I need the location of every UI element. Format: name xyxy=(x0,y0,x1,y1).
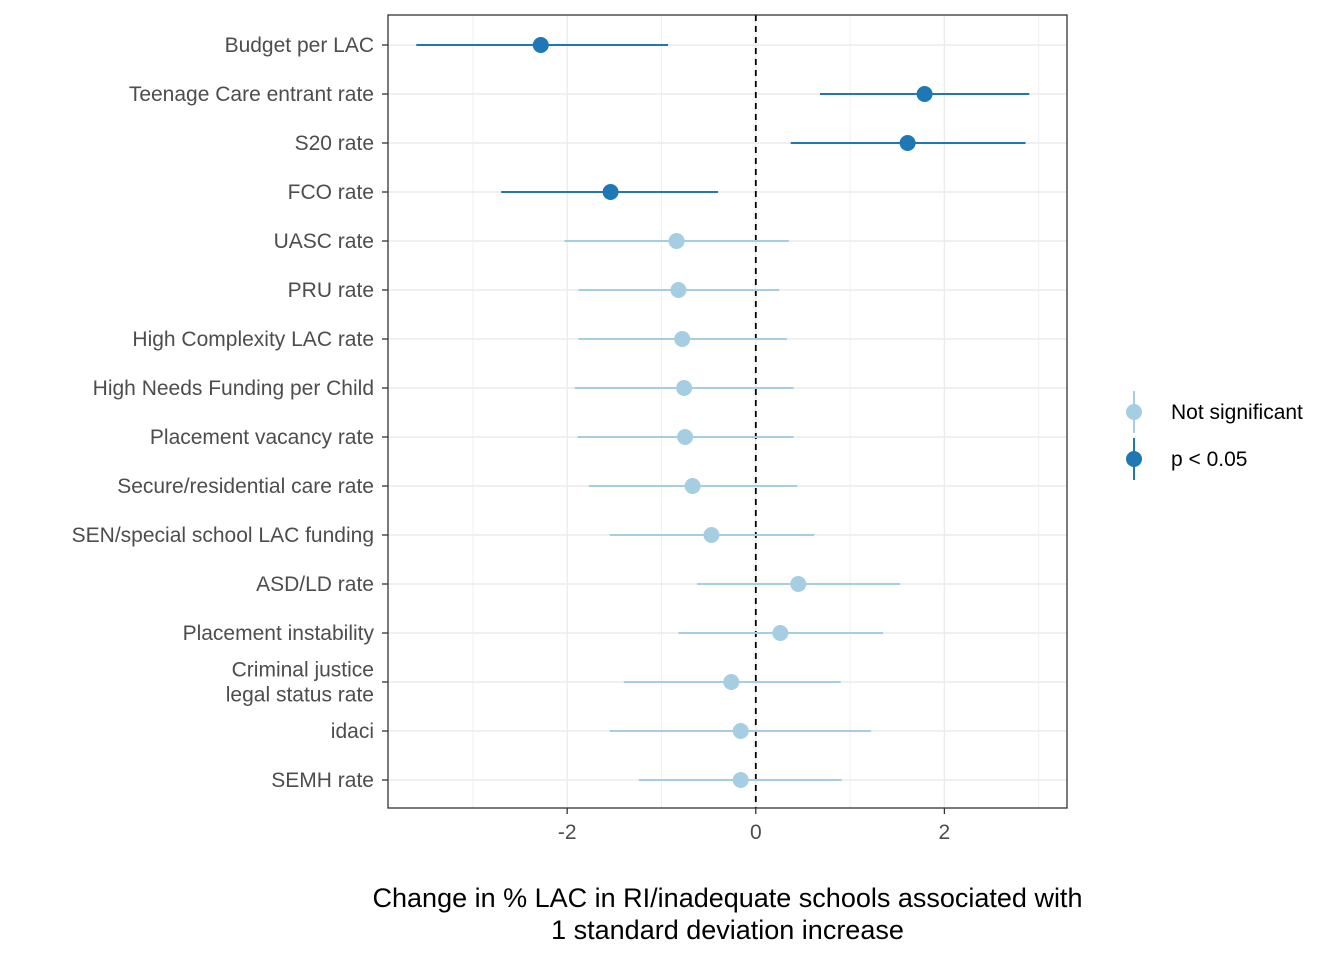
x-axis-title-line: 1 standard deviation increase xyxy=(551,915,904,945)
point-estimate xyxy=(703,527,720,543)
legend-point xyxy=(1126,451,1142,467)
y-tick-label-line: PRU rate xyxy=(288,279,374,302)
point-estimate xyxy=(670,282,687,298)
legend: Not significant p < 0.05 xyxy=(1126,391,1303,480)
point-estimate xyxy=(916,86,933,102)
y-tick-label-line: UASC rate xyxy=(274,230,374,253)
y-axis: Budget per LAC Teenage Care entrant rate S… xyxy=(72,34,388,792)
x-tick-label: 0 xyxy=(750,821,762,844)
point-estimate xyxy=(899,135,916,151)
point-estimate xyxy=(790,576,807,592)
y-tick-label: PRU rate xyxy=(288,279,374,302)
point-estimate xyxy=(772,625,789,641)
point-estimate xyxy=(532,37,549,53)
x-tick-label: -2 xyxy=(558,821,577,844)
y-tick-label: idaci xyxy=(331,720,374,743)
y-tick-label-line: S20 rate xyxy=(295,132,374,155)
y-tick-label: SEN/special school LAC funding xyxy=(72,524,374,547)
x-axis-title-line: Change in % LAC in RI/inadequate schools… xyxy=(373,883,1083,913)
point-estimate xyxy=(732,723,749,739)
x-axis-title: Change in % LAC in RI/inadequate schools… xyxy=(373,883,1083,945)
y-tick-label: Criminal justice legal status rate xyxy=(226,659,374,707)
panel-border xyxy=(387,14,1068,809)
y-tick-label: UASC rate xyxy=(274,230,374,253)
legend-key-sig xyxy=(1126,438,1142,480)
y-tick-label-line: Secure/residential care rate xyxy=(117,475,374,498)
y-tick-label-line: Budget per LAC xyxy=(225,34,374,57)
y-tick-label-line: High Complexity LAC rate xyxy=(132,328,374,351)
legend-label: p < 0.05 xyxy=(1171,448,1247,471)
y-tick-label-line: High Needs Funding per Child xyxy=(93,377,374,400)
point-estimate xyxy=(676,380,693,396)
y-tick-label-line: Placement vacancy rate xyxy=(150,426,374,449)
y-tick-label: Secure/residential care rate xyxy=(117,475,374,498)
y-tick-label: Placement vacancy rate xyxy=(150,426,374,449)
x-tick-label: 2 xyxy=(939,821,951,844)
point-estimate xyxy=(732,772,749,788)
y-tick-label: SEMH rate xyxy=(271,769,374,792)
minor-gridlines xyxy=(472,15,1040,808)
x-axis-title-text: Change in % LAC in RI/inadequate schools… xyxy=(373,883,1083,945)
legend-key-ns xyxy=(1126,391,1142,433)
point-estimate xyxy=(668,233,685,249)
y-tick-label-line: idaci xyxy=(331,720,374,743)
x-axis: -2 0 2 xyxy=(558,808,950,844)
y-tick-label-line: Criminal justice xyxy=(232,659,374,682)
point-estimate xyxy=(684,478,701,494)
y-tick-label-line: SEN/special school LAC funding xyxy=(72,524,374,547)
point-estimate xyxy=(674,331,691,347)
point-estimate xyxy=(677,429,694,445)
y-tick-label-line: Placement instability xyxy=(183,622,375,645)
estimate-marks xyxy=(416,37,1030,788)
y-tick-label: FCO rate xyxy=(288,181,374,204)
y-tick-label-line: SEMH rate xyxy=(271,769,374,792)
y-tick-label-line: ASD/LD rate xyxy=(256,573,374,596)
legend-point xyxy=(1126,404,1142,420)
y-tick-label-line: FCO rate xyxy=(288,181,374,204)
y-tick-label-line: Teenage Care entrant rate xyxy=(129,83,374,106)
y-tick-label: Budget per LAC xyxy=(225,34,374,57)
y-tick-label: S20 rate xyxy=(295,132,374,155)
y-tick-label: Placement instability xyxy=(183,622,375,645)
point-estimate xyxy=(602,184,619,200)
y-tick-label: High Complexity LAC rate xyxy=(132,328,374,351)
y-tick-label-line: legal status rate xyxy=(226,684,374,707)
point-estimate xyxy=(723,674,740,690)
y-tick-label: ASD/LD rate xyxy=(256,573,374,596)
legend-label: Not significant xyxy=(1171,401,1303,424)
y-tick-label: High Needs Funding per Child xyxy=(93,377,374,400)
y-tick-label: Teenage Care entrant rate xyxy=(129,83,374,106)
